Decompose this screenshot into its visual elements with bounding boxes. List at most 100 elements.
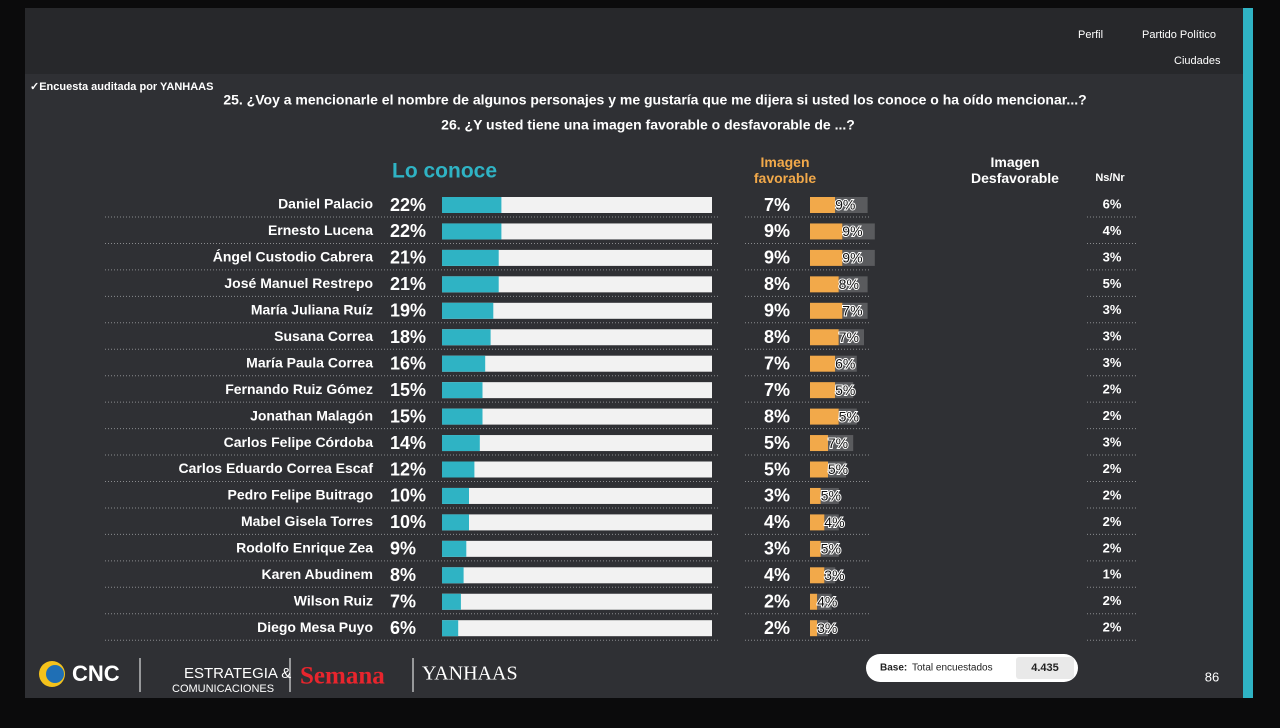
bar — [835, 382, 854, 399]
nav-link[interactable]: Ciudades — [1174, 55, 1221, 67]
bar — [828, 435, 854, 452]
series-header: Imagen favorable — [753, 154, 817, 186]
value-label: 4% — [824, 514, 844, 530]
bar-track — [442, 461, 712, 478]
value-label: 21% — [390, 248, 426, 268]
bar — [820, 487, 839, 504]
category-label: Wilson Ruiz — [294, 592, 373, 608]
bar-track — [442, 408, 712, 425]
bar — [810, 329, 839, 346]
value-label: 4% — [817, 593, 837, 609]
logo-icon — [46, 665, 64, 683]
category-label: Carlos Eduardo Correa Escaf — [178, 460, 373, 476]
value-label: 6% — [390, 618, 416, 638]
category-label: José Manuel Restrepo — [224, 275, 373, 291]
nav-link[interactable]: Perfil — [1078, 29, 1103, 41]
bar — [442, 487, 469, 504]
value-label: 22% — [390, 195, 426, 215]
bar — [810, 540, 821, 557]
value-label: 12% — [390, 459, 426, 479]
base-label: Base: — [880, 663, 907, 674]
category-label: Fernando Ruiz Gómez — [225, 381, 373, 397]
bar — [442, 540, 467, 557]
value-label: 3% — [1103, 329, 1122, 344]
bar-track — [442, 514, 712, 531]
category-label: María Juliana Ruíz — [251, 302, 373, 318]
value-label: 4% — [764, 512, 790, 532]
bar — [835, 355, 857, 372]
category-label: Carlos Felipe Córdoba — [224, 434, 374, 450]
value-label: 7% — [842, 303, 862, 319]
bar — [810, 514, 825, 531]
page-number: 86 — [1205, 669, 1219, 684]
value-label: 8% — [764, 327, 790, 347]
bar — [442, 223, 502, 240]
bar-track — [442, 540, 712, 557]
bar — [810, 223, 843, 240]
value-label: 7% — [839, 329, 859, 345]
bar-track — [442, 329, 712, 346]
bar-track — [442, 276, 712, 293]
value-label: 7% — [828, 435, 848, 451]
series-header: Ns/Nr — [1095, 172, 1125, 184]
bar — [810, 620, 818, 637]
series-header: Imagen Desfavorable — [971, 154, 1059, 186]
bar — [442, 302, 494, 319]
bar — [817, 593, 832, 610]
bar-track — [442, 302, 712, 319]
value-label: 8% — [839, 276, 859, 292]
bar — [824, 567, 836, 584]
value-label: 9% — [764, 221, 790, 241]
bar — [824, 514, 839, 531]
category-label: Karen Abudinem — [262, 566, 374, 582]
value-label: 2% — [764, 618, 790, 638]
bar — [442, 593, 461, 610]
value-label: 14% — [390, 433, 426, 453]
bar — [442, 382, 483, 399]
bar — [817, 620, 828, 637]
value-label: 5% — [1103, 276, 1122, 291]
bar — [442, 276, 499, 293]
bar — [810, 197, 836, 213]
bar — [442, 197, 502, 213]
bar — [442, 435, 480, 452]
value-label: 2% — [1103, 408, 1122, 423]
bar-track — [442, 355, 712, 372]
value-label: 9% — [835, 197, 855, 213]
bar — [442, 514, 469, 531]
value-label: 15% — [390, 380, 426, 400]
value-label: 2% — [1103, 540, 1122, 555]
category-label: Daniel Palacio — [278, 196, 373, 212]
base-value-box — [1016, 657, 1074, 679]
category-label: Diego Mesa Puyo — [257, 619, 373, 635]
bar-track — [442, 223, 712, 240]
value-label: 21% — [390, 274, 426, 294]
bar — [442, 461, 475, 478]
value-label: 9% — [764, 248, 790, 268]
logo: CNC — [72, 661, 120, 686]
bar — [838, 408, 857, 425]
accent-bar — [1243, 8, 1253, 698]
value-label: 2% — [1103, 620, 1122, 635]
category-label: Ernesto Lucena — [268, 222, 373, 238]
value-label: 5% — [839, 408, 859, 424]
series-header: Lo conoce — [392, 160, 497, 183]
value-label: 7% — [390, 592, 416, 612]
bar — [810, 435, 828, 452]
bar-track — [442, 197, 712, 213]
value-label: 3% — [824, 567, 844, 583]
value-label: 9% — [842, 223, 862, 239]
value-label: 5% — [821, 488, 841, 504]
category-label: Ángel Custodio Cabrera — [213, 249, 373, 265]
value-label: 16% — [390, 353, 426, 373]
bar — [810, 249, 843, 266]
category-label: Mabel Gisela Torres — [241, 513, 373, 529]
bar — [842, 223, 875, 240]
value-label: 5% — [821, 541, 841, 557]
value-label: 3% — [1103, 434, 1122, 449]
value-label: 3% — [1103, 355, 1122, 370]
value-label: 3% — [764, 539, 790, 559]
nav-link[interactable]: Partido Político — [1142, 29, 1216, 41]
